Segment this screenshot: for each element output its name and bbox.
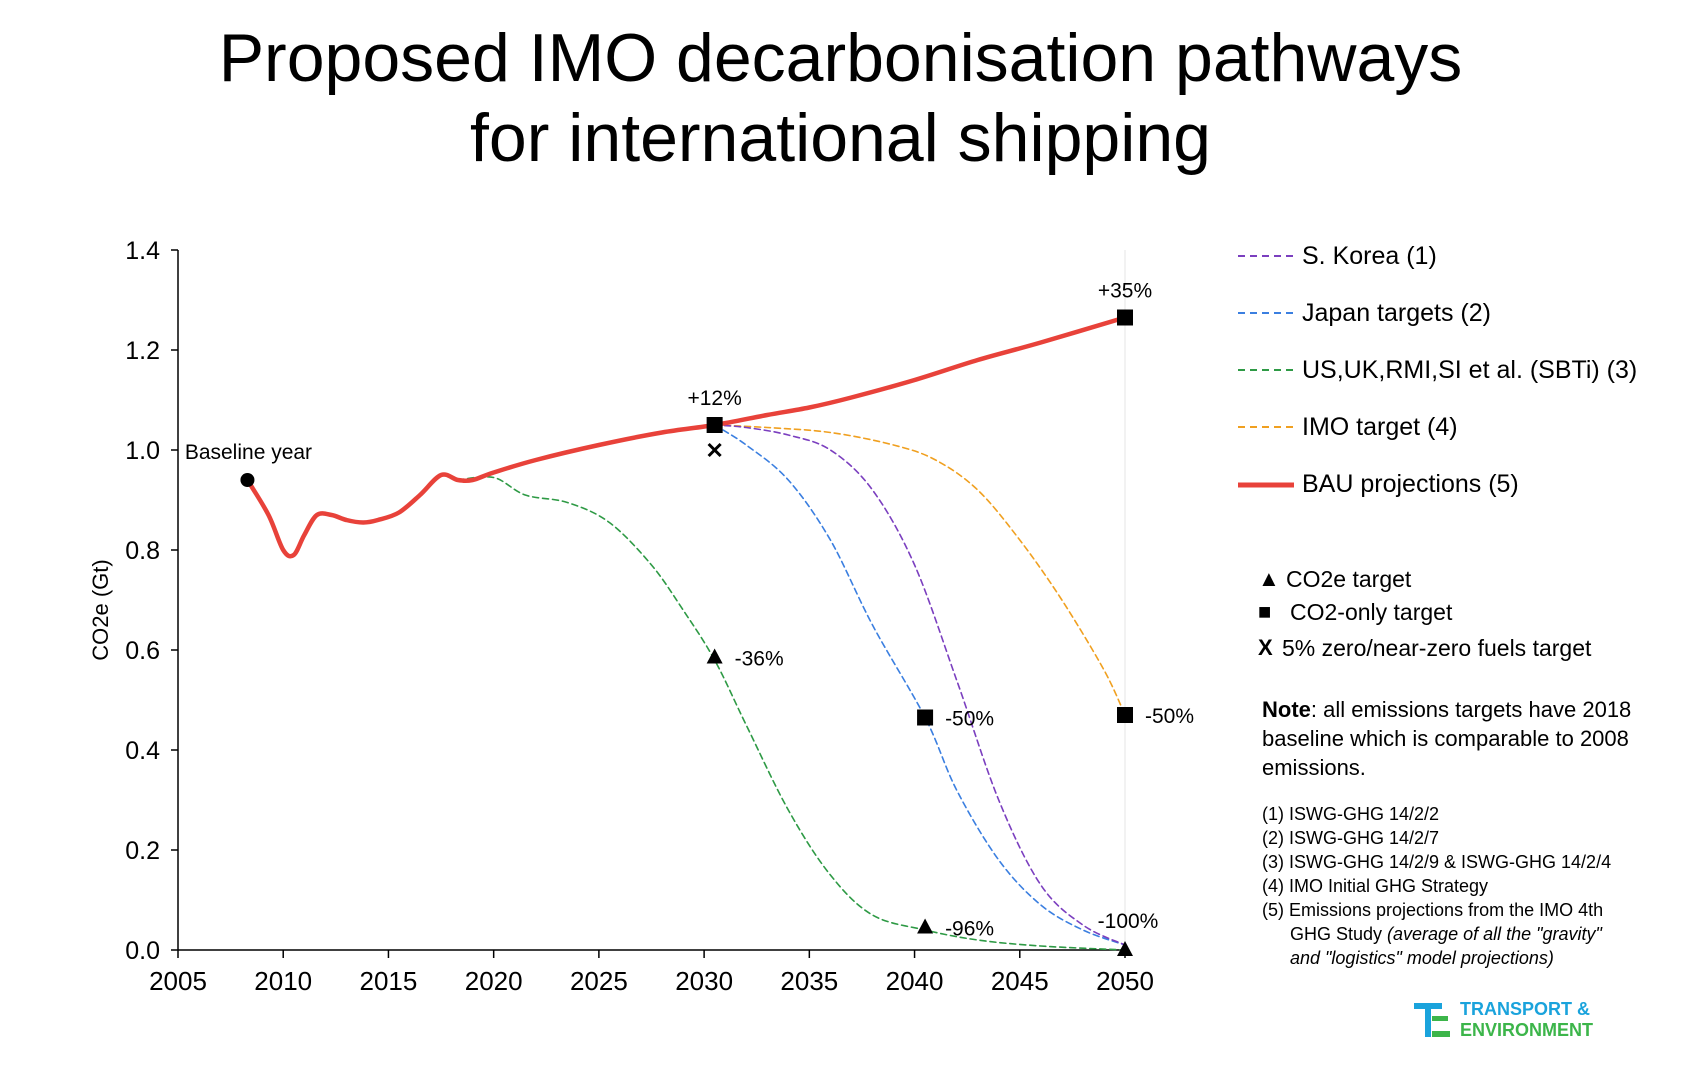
reference-5-study: GHG Study [1290,924,1388,944]
series-line-sbti [457,475,1126,951]
legend-label-sbti: US,UK,RMI,SI et al. (SBTi) (3) [1302,355,1638,384]
marker-square-6 [1117,309,1133,326]
marker-label-0: Baseline year [185,441,312,464]
y-axis-label: CO2e (Gt) [88,559,113,660]
legend-item-korea: S. Korea (1) [1238,236,1437,276]
marker-x-2-b [707,442,722,458]
y-tick-label: 0.4 [125,737,160,765]
reference-5-italic: (average of all the "gravity" and "logis… [1290,924,1602,968]
chart-series-layer [245,315,1128,951]
legend-item-sbti: US,UK,RMI,SI et al. (SBTi) (3) [1238,350,1637,390]
x-tick-label: 2050 [1096,966,1154,996]
reference-4: (4) IMO Initial GHG Strategy [1262,876,1489,896]
logo-line-1: TRANSPORT & [1460,999,1590,1019]
marker-triangle-5 [917,918,934,934]
legend-swatch-imo [1238,425,1294,429]
series-line-bau [245,315,1128,559]
references: (1) ISWG-GHG 14/2/2 (2) ISWG-GHG 14/2/7 … [1262,802,1680,970]
legend-label-korea: S. Korea (1) [1302,241,1437,270]
marker-legend-zero-label: 5% zero/near-zero fuels target [1282,634,1592,661]
marker-label-4: -50% [945,708,994,731]
x-tick-label: 2045 [991,966,1049,996]
y-tick-label: 0.0 [125,937,160,965]
x-tick-label: 2030 [675,966,733,996]
marker-square-7 [1117,707,1133,723]
y-tick-label: 0.2 [125,837,160,865]
marker-circle-0 [240,473,255,487]
chart-title-line-1: Proposed IMO decarbonisation pathways [218,20,1463,96]
y-tick-label: 1.4 [125,237,160,265]
x-tick-label: 2025 [570,966,628,996]
marker-legend-co2-label: CO2-only target [1290,598,1453,625]
chart-markers-layer: Baseline year +12% -36% -50% -96% +35% -50% -10… [185,280,1194,956]
x-tick-label: 2015 [360,966,418,996]
legend-label-bau: BAU projections (5) [1302,469,1519,498]
marker-label-3: -36% [735,648,784,671]
reference-5-cont: GHG Study (average of all the "gravity" … [1262,922,1608,970]
note-body: : all emissions targets have 2018 baseli… [1262,697,1632,780]
te-logo-icon [1414,1003,1450,1037]
marker-legend-zero: X 5% zero/near-zero fuels target [1258,633,1591,663]
marker-label-7: -50% [1145,705,1194,728]
reference-1: (1) ISWG-GHG 14/2/2 [1262,804,1440,824]
chart-axes: 0.0 0.2 0.4 0.6 0.8 1.0 1.2 1.4 2005 2010 2015 2020… [88,237,1154,996]
note-bold: Note [1262,697,1311,722]
y-tick-label: 1.0 [125,437,160,465]
x-tick-label: 2020 [465,966,523,996]
y-tick-label: 0.8 [125,537,160,565]
x-tick-label: 2035 [780,966,838,996]
reference-5: (5) Emissions projections from the IMO 4… [1262,900,1604,920]
legend-item-japan: Japan targets (2) [1238,293,1491,333]
marker-label-1: +12% [687,387,741,410]
marker-legend-co2: ■ CO2-only target [1258,597,1452,627]
marker-legend-co2e: ▲ CO2e target [1258,564,1411,594]
marker-legend-co2e-label: CO2e target [1286,565,1412,592]
chart-title: Proposed IMO decarbonisation pathways fo… [0,18,1681,178]
x-marker-icon: X [1258,635,1273,660]
legend-swatch-korea [1238,254,1294,258]
logo-text: TRANSPORT & ENVIRONMENT [1460,999,1593,1041]
transport-environment-logo: TRANSPORT & ENVIRONMENT [1412,998,1593,1042]
marker-label-8: -100% [1098,910,1159,933]
marker-triangle-8 [1117,941,1133,956]
legend-swatch-sbti [1238,368,1294,372]
legend-item-imo: IMO target (4) [1238,407,1458,447]
legend-swatch-bau [1238,482,1294,488]
x-tick-label: 2040 [886,966,944,996]
note-text: Note: all emissions targets have 2018 ba… [1262,695,1672,782]
triangle-marker-icon: ▲ [1258,566,1280,591]
marker-label-5: -96% [945,918,994,941]
legend-swatch-japan [1238,311,1294,315]
legend-label-japan: Japan targets (2) [1302,298,1491,327]
series-line-imo [713,424,1126,716]
marker-triangle-3 [706,648,723,664]
logo-line-2: ENVIRONMENT [1460,1020,1594,1040]
legend-label-imo: IMO target (4) [1302,412,1458,441]
marker-label-6: +35% [1098,280,1152,303]
reference-2: (2) ISWG-GHG 14/2/7 [1262,828,1440,848]
y-tick-label: 1.2 [125,337,160,365]
square-marker-icon: ■ [1258,599,1272,624]
marker-square-1 [706,417,723,433]
series-line-korea [713,424,1126,946]
x-tick-label: 2010 [254,966,312,996]
legend-item-bau: BAU projections (5) [1238,464,1519,504]
x-tick-label: 2005 [149,966,207,996]
y-tick-label: 0.6 [125,637,160,665]
marker-square-4 [917,709,934,726]
chart-title-line-2: for international shipping [470,100,1211,176]
reference-3: (3) ISWG-GHG 14/2/9 & ISWG-GHG 14/2/4 [1262,852,1612,872]
series-line-japan [713,424,1126,946]
